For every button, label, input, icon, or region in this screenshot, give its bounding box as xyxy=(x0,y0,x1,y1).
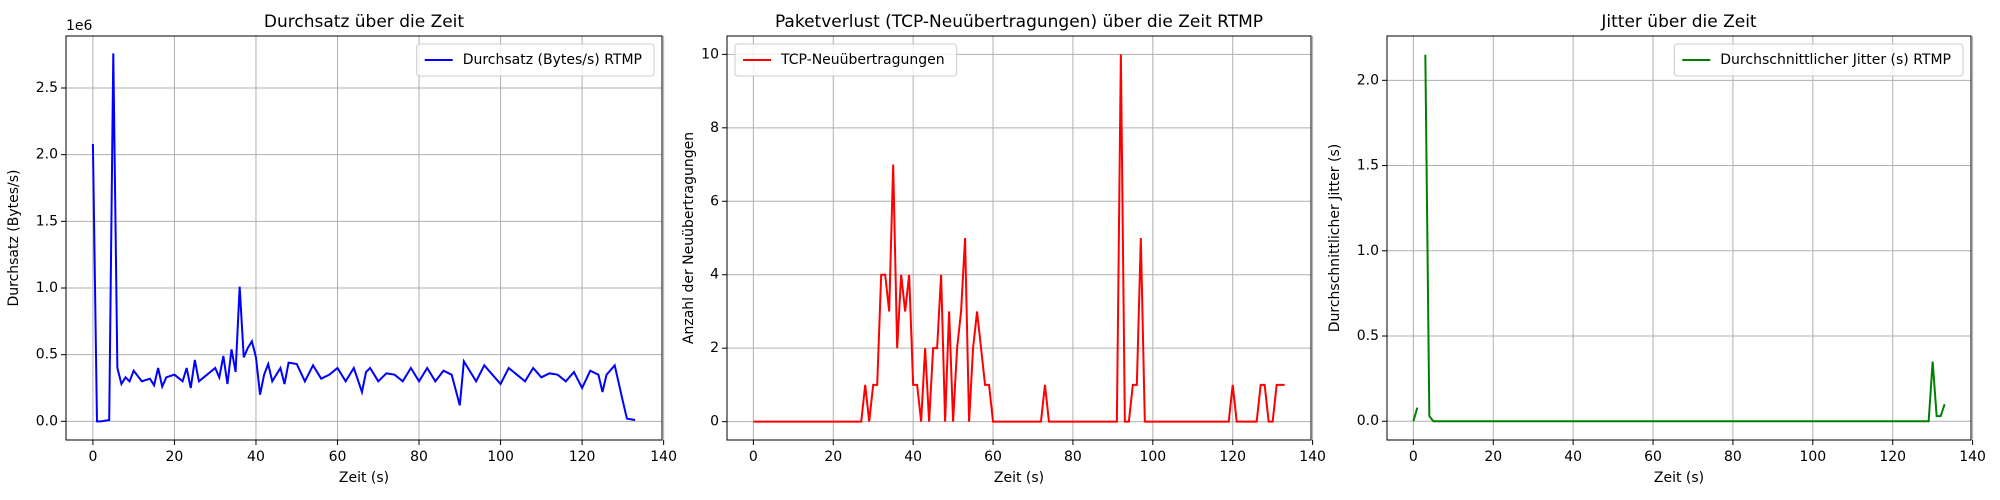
y-tick-label: 10 xyxy=(701,46,719,62)
subplot: Durchsatz über die Zeit 0 20 40 60 80 100 120 14… xyxy=(6,12,677,486)
y-tick-label: 1.5 xyxy=(1357,158,1379,174)
y-tick-label: 0.0 xyxy=(1357,413,1379,429)
x-tick-label: 0 xyxy=(88,449,97,465)
legend-box xyxy=(416,43,655,77)
data-line xyxy=(1424,54,1946,423)
y-tick-label: 0.0 xyxy=(36,413,58,429)
x-tick-label: 60 xyxy=(1644,449,1662,465)
chart-title: Durchsatz über die Zeit xyxy=(264,12,464,32)
axes-frame xyxy=(1386,35,1972,441)
data-line xyxy=(753,54,1285,423)
subplot: Jitter über die Zeit 0 20 40 60 80 100 120 140 0.… xyxy=(1327,12,1986,486)
x-tick-label: 140 xyxy=(1299,449,1326,465)
y-tick-label: 0.5 xyxy=(1357,328,1379,344)
x-axis-label: Zeit (s) xyxy=(994,470,1044,486)
y-tick-label: 1.0 xyxy=(36,280,58,296)
legend-label: Durchsatz (Bytes/s) RTMP xyxy=(463,52,642,68)
data-line xyxy=(1412,407,1419,422)
x-tick-label: 80 xyxy=(1724,449,1742,465)
x-tick-label: 120 xyxy=(1879,449,1906,465)
x-tick-label: 120 xyxy=(569,449,596,465)
y-tick-label: 2 xyxy=(710,340,719,356)
legend: TCP-Neuübertragungen xyxy=(734,43,958,77)
y-axis-label: Anzahl der Neuübertragungen xyxy=(681,132,697,344)
y-tick-label: 2.0 xyxy=(36,147,58,163)
x-tick-label: 40 xyxy=(904,449,922,465)
x-axis-label: Zeit (s) xyxy=(339,470,389,486)
x-tick-label: 100 xyxy=(1139,449,1166,465)
x-tick-label: 60 xyxy=(984,449,1002,465)
y-tick-label: 4 xyxy=(710,267,719,283)
x-tick-label: 0 xyxy=(1409,449,1418,465)
x-axis-label: Zeit (s) xyxy=(1654,470,1704,486)
chart-title: Paketverlust (TCP-Neuübertragungen) über… xyxy=(775,12,1263,32)
x-tick-label: 100 xyxy=(1799,449,1826,465)
x-tick-label: 120 xyxy=(1219,449,1246,465)
legend-box xyxy=(1673,43,1964,77)
y-tick-label: 0 xyxy=(710,414,719,430)
y-axis-label: Durchsatz (Bytes/s) xyxy=(6,169,22,306)
y-tick-label: 2.5 xyxy=(36,80,58,96)
legend: Durchschnittlicher Jitter (s) RTMP xyxy=(1673,43,1964,77)
x-tick-label: 20 xyxy=(824,449,842,465)
legend-label: TCP-Neuübertragungen xyxy=(780,52,945,68)
subplot: Paketverlust (TCP-Neuübertragungen) über… xyxy=(681,12,1326,486)
legend-label: Durchschnittlicher Jitter (s) RTMP xyxy=(1720,52,1951,68)
axes-frame xyxy=(726,35,1312,441)
y-tick-label: 2.0 xyxy=(1357,72,1379,88)
x-tick-label: 0 xyxy=(749,449,758,465)
legend: Durchsatz (Bytes/s) RTMP xyxy=(416,43,655,77)
chart-title: Jitter über die Zeit xyxy=(1600,12,1757,32)
x-tick-label: 100 xyxy=(487,449,514,465)
x-tick-label: 140 xyxy=(1959,449,1986,465)
y-tick-label: 6 xyxy=(710,193,719,209)
x-tick-label: 20 xyxy=(1484,449,1502,465)
x-tick-label: 40 xyxy=(247,449,265,465)
axes-frame xyxy=(65,35,663,441)
y-axis-label: Durchschnittlicher Jitter (s) xyxy=(1327,144,1343,332)
y-tick-label: 1.0 xyxy=(1357,243,1379,259)
x-tick-label: 80 xyxy=(410,449,428,465)
y-tick-label: 8 xyxy=(710,120,719,136)
x-tick-label: 60 xyxy=(329,449,347,465)
axis-offset-label: 1e6 xyxy=(66,18,93,34)
x-tick-label: 140 xyxy=(650,449,677,465)
x-tick-label: 20 xyxy=(166,449,184,465)
y-tick-label: 0.5 xyxy=(36,347,58,363)
x-tick-label: 40 xyxy=(1564,449,1582,465)
legend-box xyxy=(734,43,958,77)
y-tick-label: 1.5 xyxy=(36,213,58,229)
data-line xyxy=(91,53,636,423)
x-tick-label: 80 xyxy=(1064,449,1082,465)
